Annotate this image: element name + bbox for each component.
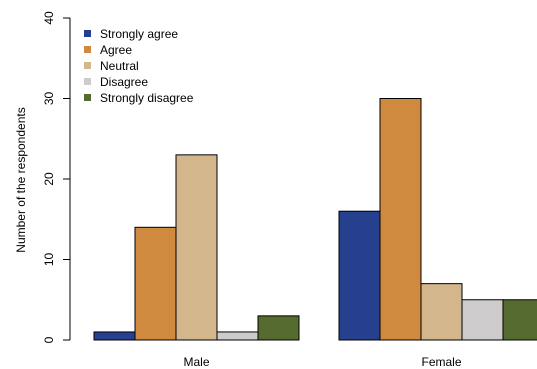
legend-item: Strongly agree <box>84 27 178 41</box>
bar-female-disagree <box>461 299 504 341</box>
y-tick-label: 20 <box>42 172 56 186</box>
bar-male-strongly-agree <box>93 331 136 341</box>
bar-female-strongly-agree <box>338 210 381 341</box>
legend-swatch <box>84 62 91 69</box>
bar-male-strongly-disagree <box>257 315 300 341</box>
legend: Strongly agree Agree Neutral Disagree Strong… <box>84 27 194 105</box>
bar-male-disagree <box>216 331 259 341</box>
legend-swatch <box>84 78 91 85</box>
legend-swatch <box>84 46 91 53</box>
category-label-male: Male <box>183 355 209 369</box>
category-label-female: Female <box>421 355 461 369</box>
legend-label: Agree <box>100 43 132 57</box>
legend-label: Neutral <box>100 59 139 73</box>
bar-female-neutral <box>420 283 463 341</box>
bar-male-neutral <box>175 154 218 341</box>
y-axis-title: Number of the respondents <box>14 107 28 252</box>
bars <box>93 98 537 341</box>
y-tick-label: 40 <box>42 11 56 25</box>
legend-item: Agree <box>84 43 132 57</box>
legend-swatch <box>84 94 91 101</box>
y-axis: 0 10 20 30 40 <box>42 11 71 343</box>
category-labels: Male Female <box>183 355 461 369</box>
legend-label: Strongly disagree <box>100 91 194 105</box>
y-tick-label: 30 <box>42 92 56 106</box>
legend-item: Disagree <box>84 75 148 89</box>
bar-male-agree <box>134 226 177 341</box>
legend-item: Strongly disagree <box>84 91 194 105</box>
bar-female-strongly-disagree <box>502 299 537 341</box>
legend-label: Disagree <box>100 75 148 89</box>
legend-label: Strongly agree <box>100 27 178 41</box>
y-tick-label: 0 <box>42 336 56 343</box>
y-tick-label: 10 <box>42 253 56 267</box>
legend-swatch <box>84 30 91 37</box>
legend-item: Neutral <box>84 59 139 73</box>
bar-female-agree <box>379 98 422 341</box>
